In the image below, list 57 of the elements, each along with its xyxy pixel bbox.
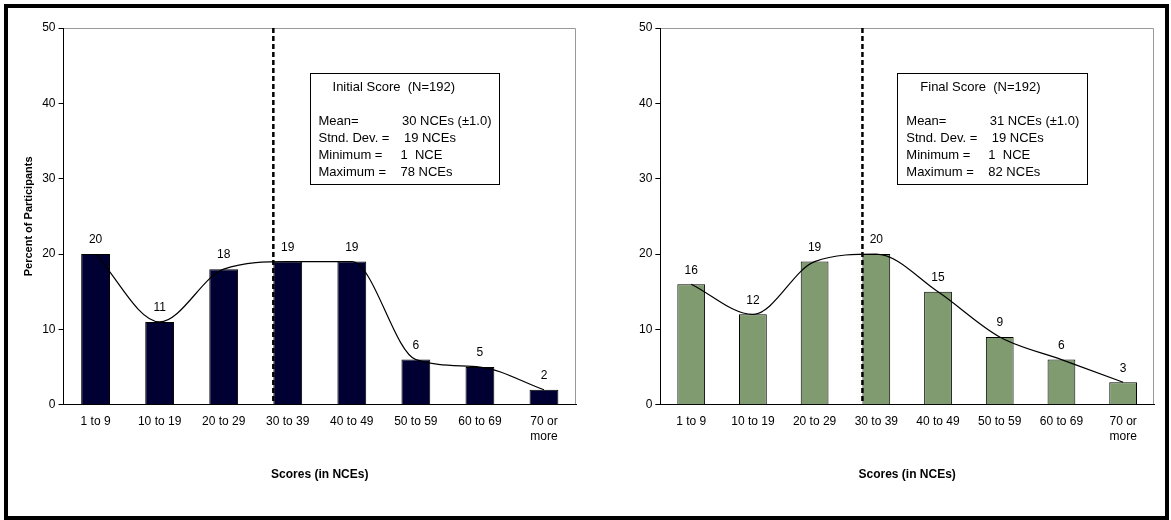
- y-axis-title: Percent of Participants: [21, 156, 34, 277]
- data-label: 19: [345, 239, 359, 254]
- x-tick-label: 40 to 49: [916, 414, 961, 429]
- y-tick-label: 40: [42, 95, 56, 110]
- data-label: 5: [476, 345, 484, 360]
- data-label: 2: [540, 368, 548, 383]
- data-label: 19: [807, 239, 822, 254]
- y-tick-label: 10: [638, 321, 653, 336]
- y-tick-label: 30: [638, 171, 653, 186]
- x-tick-label: 70 or more: [1109, 414, 1138, 443]
- x-tick-label: 40 to 49: [330, 414, 374, 429]
- y-tick-label: 30: [42, 171, 56, 186]
- annotation: Minimum = 1 NCE: [906, 146, 1032, 164]
- data-label: 6: [1058, 337, 1066, 352]
- x-tick-label: 10 to 19: [731, 414, 775, 429]
- data-label: 3: [1119, 360, 1127, 375]
- data-label: 11: [153, 300, 167, 315]
- x-tick-label: 1 to 9: [80, 414, 111, 429]
- x-tick-label: 70 or more: [530, 414, 558, 443]
- data-label: 18: [217, 247, 231, 262]
- x-tick-label: 50 to 59: [394, 414, 438, 429]
- annotation: Stnd. Dev. = 19 NCEs: [318, 129, 457, 147]
- y-tick-label: 10: [42, 321, 56, 336]
- x-tick-label: 30 to 39: [266, 414, 310, 429]
- data-label: 20: [869, 232, 884, 247]
- x-tick-label: 1 to 9: [676, 414, 707, 429]
- data-label: 19: [281, 239, 295, 254]
- y-tick-label: 0: [48, 397, 56, 412]
- annotation: Minimum = 1 NCE: [318, 146, 444, 164]
- x-tick-label: 50 to 59: [978, 414, 1022, 429]
- annotation: Maximum = 78 NCEs: [318, 163, 454, 181]
- y-tick-label: 40: [638, 95, 653, 110]
- x-tick-label: 20 to 29: [202, 414, 246, 429]
- data-label: 15: [931, 270, 946, 285]
- y-tick-label: 20: [638, 246, 653, 261]
- x-tick-label: 30 to 39: [854, 414, 899, 429]
- data-label: 16: [684, 262, 699, 277]
- annotation: Mean= 30 NCEs (±1.0): [318, 112, 492, 130]
- y-tick-label: 50: [638, 20, 653, 35]
- x-axis-title: Scores (in NCEs): [271, 467, 369, 482]
- x-tick-label: 60 to 69: [458, 414, 502, 429]
- y-tick-label: 20: [42, 246, 56, 261]
- y-tick-label: 50: [42, 20, 56, 35]
- annotation: Mean= 31 NCEs (±1.0): [906, 112, 1080, 130]
- data-label: 12: [746, 292, 760, 307]
- data-label: 20: [88, 232, 103, 247]
- annotation: Initial Score (N=192): [332, 78, 456, 96]
- y-tick-label: 0: [645, 397, 653, 412]
- annotation: Stnd. Dev. = 19 NCEs: [906, 129, 1045, 147]
- x-axis-title: Scores (in NCEs): [858, 467, 956, 482]
- x-tick-label: 60 to 69: [1039, 414, 1084, 429]
- annotation: Maximum = 82 NCEs: [906, 163, 1042, 181]
- data-label: 6: [412, 337, 420, 352]
- data-label: 9: [996, 315, 1004, 330]
- x-tick-label: 10 to 19: [137, 414, 182, 429]
- x-tick-label: 20 to 29: [792, 414, 837, 429]
- annotation: Final Score (N=192): [920, 78, 1042, 96]
